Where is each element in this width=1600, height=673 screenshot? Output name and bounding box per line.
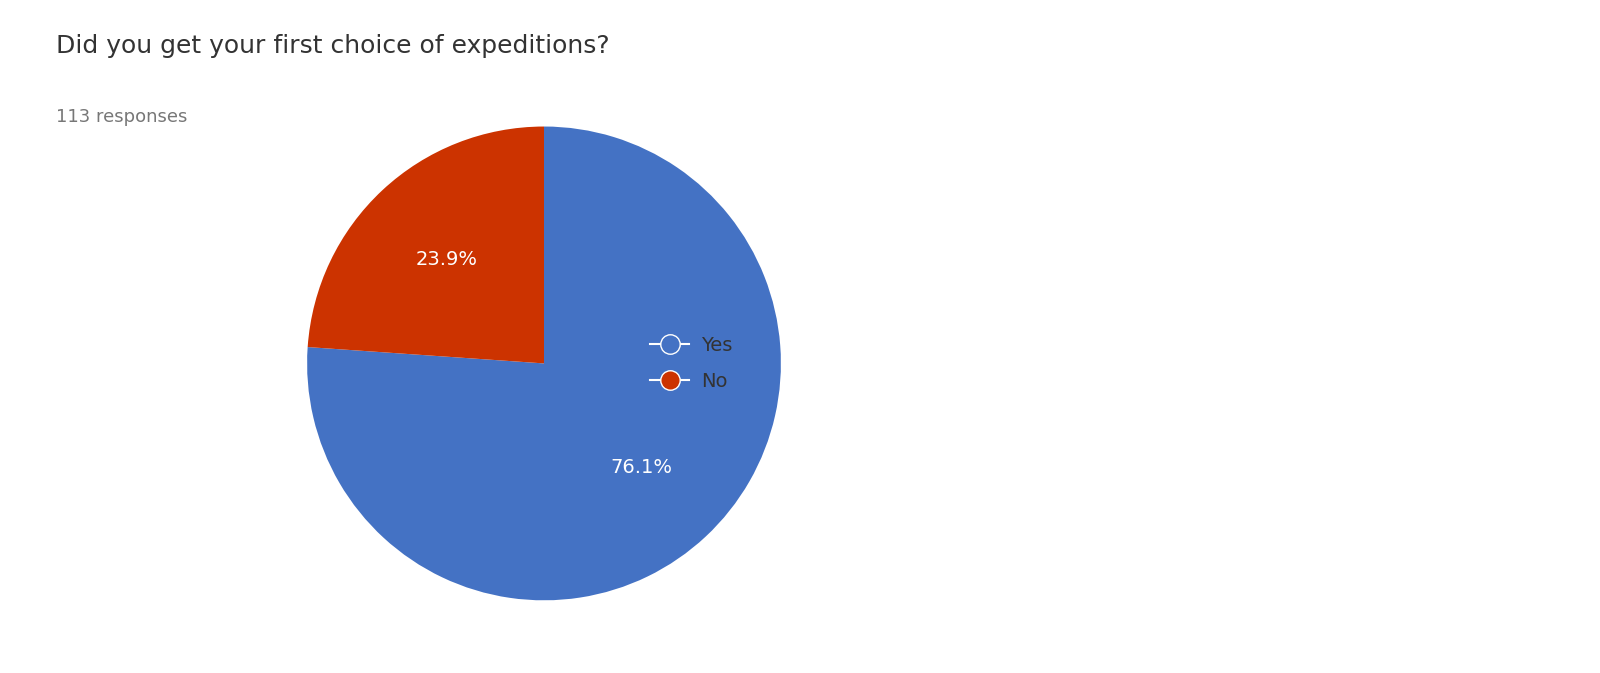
- Text: 23.9%: 23.9%: [416, 250, 478, 269]
- Text: 113 responses: 113 responses: [56, 108, 187, 126]
- Text: Did you get your first choice of expeditions?: Did you get your first choice of expedit…: [56, 34, 610, 58]
- Wedge shape: [307, 127, 781, 600]
- Legend: Yes, No: Yes, No: [643, 328, 741, 399]
- Wedge shape: [307, 127, 544, 363]
- Text: 76.1%: 76.1%: [610, 458, 672, 477]
